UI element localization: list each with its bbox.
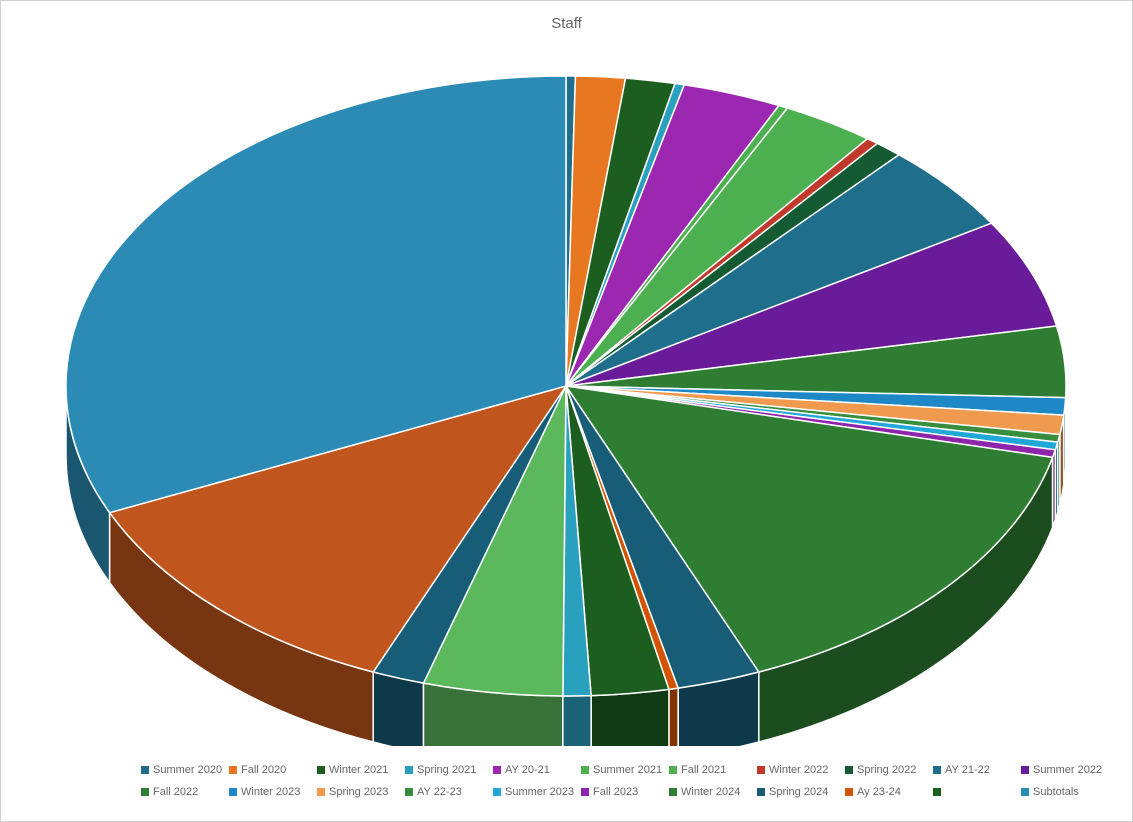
legend-item: Fall 2021	[669, 759, 751, 781]
legend-item: Subtotals	[1021, 781, 1103, 803]
legend-swatch	[581, 788, 589, 796]
legend-label: Spring 2022	[857, 759, 916, 781]
legend-swatch	[845, 766, 853, 774]
legend-swatch	[317, 766, 325, 774]
legend-item: Winter 2022	[757, 759, 839, 781]
legend-swatch	[493, 766, 501, 774]
legend-label: Fall 2021	[681, 759, 726, 781]
legend-swatch	[845, 788, 853, 796]
legend-item: Spring 2021	[405, 759, 487, 781]
legend-label: Summer 2022	[1033, 759, 1102, 781]
chart-container: Staff Summer 2020Fall 2020Winter 2021Spr…	[0, 0, 1133, 822]
legend-item: Fall 2022	[141, 781, 223, 803]
legend-label: Winter 2021	[329, 759, 388, 781]
legend-swatch	[757, 788, 765, 796]
legend-label: Summer 2023	[505, 781, 574, 803]
legend-item: Spring 2022	[845, 759, 927, 781]
legend-item: Winter 2024	[669, 781, 751, 803]
legend-label: AY 20-21	[505, 759, 550, 781]
legend-item: Summer 2023	[493, 781, 575, 803]
legend-item: AY 20-21	[493, 759, 575, 781]
legend-item: Summer 2021	[581, 759, 663, 781]
legend-item: Winter 2021	[317, 759, 399, 781]
pie-side	[373, 672, 423, 746]
legend-swatch	[1021, 766, 1029, 774]
pie-side	[563, 696, 591, 746]
legend-swatch	[669, 766, 677, 774]
legend-swatch	[141, 766, 149, 774]
legend-item: Ay 23-24	[845, 781, 927, 803]
legend-label: Winter 2023	[241, 781, 300, 803]
legend-item: Spring 2024	[757, 781, 839, 803]
legend-item	[933, 781, 1015, 803]
legend-label: Winter 2022	[769, 759, 828, 781]
legend-swatch	[141, 788, 149, 796]
legend-item: Summer 2020	[141, 759, 223, 781]
legend-swatch	[405, 788, 413, 796]
legend-label: Summer 2020	[153, 759, 222, 781]
legend-item: AY 22-23	[405, 781, 487, 803]
legend-label: Fall 2020	[241, 759, 286, 781]
legend-label: Fall 2022	[153, 781, 198, 803]
legend-swatch	[1021, 788, 1029, 796]
pie-side	[591, 689, 669, 746]
legend-item: Fall 2020	[229, 759, 311, 781]
pie-chart	[21, 46, 1111, 746]
chart-title: Staff	[551, 15, 582, 32]
legend-item: Winter 2023	[229, 781, 311, 803]
legend-label: AY 21-22	[945, 759, 990, 781]
legend-label: Spring 2023	[329, 781, 388, 803]
legend-swatch	[405, 766, 413, 774]
legend-swatch	[757, 766, 765, 774]
legend-label: Fall 2023	[593, 781, 638, 803]
legend-item: Summer 2022	[1021, 759, 1103, 781]
legend-label: Winter 2024	[681, 781, 740, 803]
legend-swatch	[933, 766, 941, 774]
legend-label: Spring 2021	[417, 759, 476, 781]
legend-swatch	[669, 788, 677, 796]
legend: Summer 2020Fall 2020Winter 2021Spring 20…	[141, 759, 992, 803]
legend-swatch	[229, 766, 237, 774]
legend-label: AY 22-23	[417, 781, 462, 803]
pie-side	[669, 688, 678, 746]
legend-swatch	[933, 788, 941, 796]
legend-item: Spring 2023	[317, 781, 399, 803]
legend-label: Subtotals	[1033, 781, 1079, 803]
legend-item: Fall 2023	[581, 781, 663, 803]
legend-swatch	[581, 766, 589, 774]
legend-label: Summer 2021	[593, 759, 662, 781]
legend-item: AY 21-22	[933, 759, 1015, 781]
legend-label: Ay 23-24	[857, 781, 901, 803]
legend-row: Summer 2020 Fall 2020 Winter 2021 Spring 20…	[141, 759, 992, 781]
legend-swatch	[317, 788, 325, 796]
legend-row: Fall 2022 Winter 2023 Spring 2023 AY 22-23 S…	[141, 781, 992, 803]
legend-swatch	[229, 788, 237, 796]
legend-swatch	[493, 788, 501, 796]
legend-label: Spring 2024	[769, 781, 828, 803]
